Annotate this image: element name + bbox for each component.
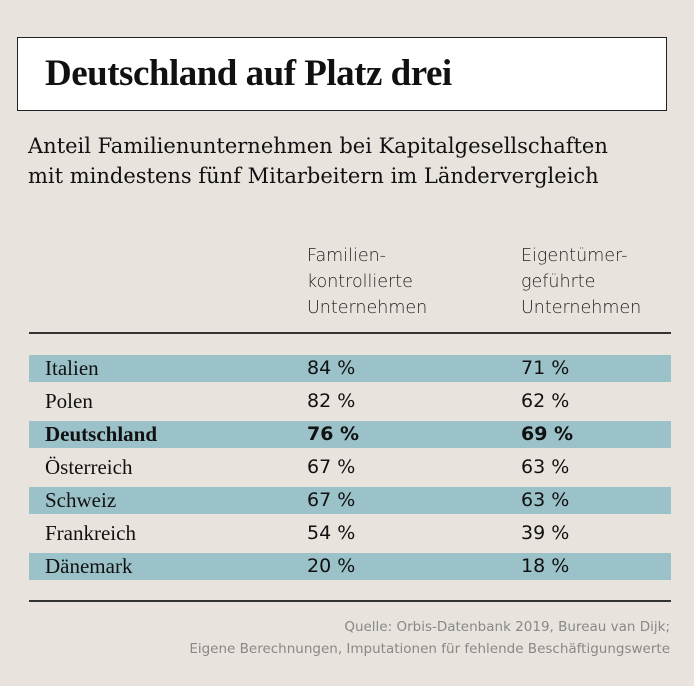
- family-controlled-value: 54 %: [307, 522, 356, 544]
- owner-managed-value: 71 %: [521, 357, 570, 379]
- owner-managed-value: 63 %: [521, 489, 570, 511]
- chart-title: Deutschland auf Platz drei: [45, 53, 452, 94]
- family-controlled-value: 84 %: [307, 357, 356, 379]
- bottom-rule: [29, 600, 671, 602]
- country-name: Frankreich: [45, 521, 136, 545]
- header-line: Eigentümer-: [521, 246, 628, 266]
- header-line: Unternehmen: [307, 298, 428, 318]
- table-row: Schweiz 67 % 63 %: [29, 487, 671, 514]
- header-line: geführte: [521, 272, 596, 292]
- country-name: Deutschland: [45, 422, 158, 446]
- owner-managed-value: 69 %: [521, 423, 574, 445]
- header-rule: [29, 332, 671, 334]
- subtitle-line-2: mit mindestens fünf Mitarbeitern im Länd…: [28, 164, 599, 188]
- column-header-family-controlled: Familien- kontrollierte Unternehmen: [307, 243, 427, 321]
- country-name: Österreich: [45, 455, 133, 479]
- table-row: Deutschland 76 % 69 %: [29, 421, 671, 448]
- table-row: Frankreich 54 % 39 %: [29, 520, 671, 547]
- owner-managed-value: 39 %: [521, 522, 570, 544]
- header-line: Familien-: [307, 246, 386, 266]
- country-name: Dänemark: [45, 554, 133, 578]
- family-controlled-value: 82 %: [307, 390, 356, 412]
- table-row: Österreich 67 % 63 %: [29, 454, 671, 481]
- owner-managed-value: 62 %: [521, 390, 570, 412]
- family-controlled-value: 20 %: [307, 555, 356, 577]
- header-line: Unternehmen: [521, 298, 642, 318]
- country-name: Italien: [45, 356, 99, 380]
- source-line-1: Quelle: Orbis-Datenbank 2019, Bureau van…: [344, 619, 670, 635]
- column-header-owner-managed: Eigentümer- geführte Unternehmen: [521, 243, 641, 321]
- title-box: Deutschland auf Platz drei: [17, 37, 667, 111]
- header-line: kontrollierte: [307, 272, 413, 292]
- country-name: Polen: [45, 389, 93, 413]
- source-line-2: Eigene Berechnungen, Imputationen für fe…: [189, 641, 670, 657]
- owner-managed-value: 18 %: [521, 555, 570, 577]
- family-controlled-value: 67 %: [307, 489, 356, 511]
- family-controlled-value: 67 %: [307, 456, 356, 478]
- country-name: Schweiz: [45, 488, 117, 512]
- table-row: Dänemark 20 % 18 %: [29, 553, 671, 580]
- owner-managed-value: 63 %: [521, 456, 570, 478]
- family-controlled-value: 76 %: [307, 423, 360, 445]
- subtitle-line-1: Anteil Familienunternehmen bei Kapitalge…: [28, 134, 608, 158]
- table-row: Italien 84 % 71 %: [29, 355, 671, 382]
- table-row: Polen 82 % 62 %: [29, 388, 671, 415]
